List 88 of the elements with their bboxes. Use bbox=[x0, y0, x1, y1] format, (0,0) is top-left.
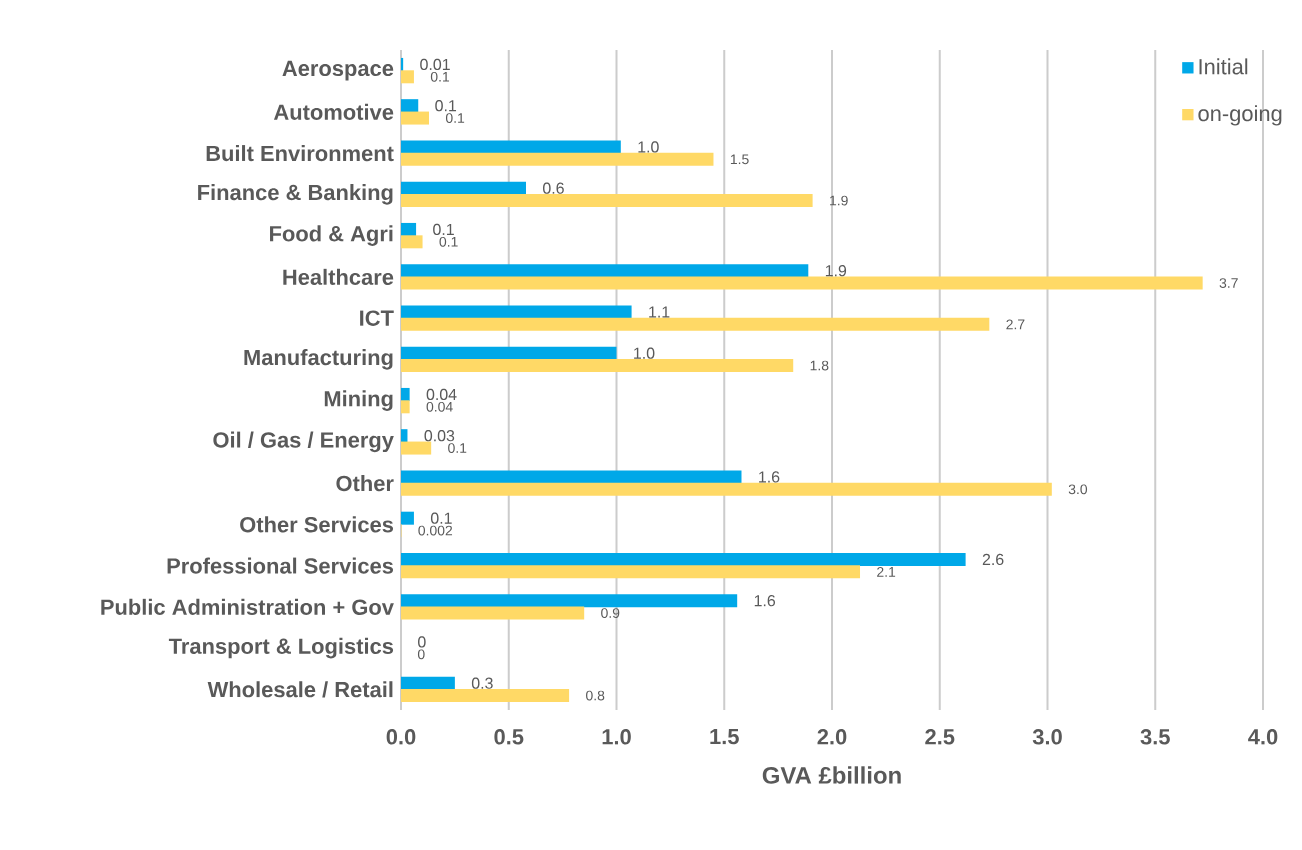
y-tick-label: Food & Agri bbox=[270, 225, 393, 246]
data-label: 0 bbox=[417, 649, 425, 660]
data-label: 0.3 bbox=[471, 677, 493, 689]
data-label: 0 bbox=[418, 636, 426, 648]
bar bbox=[401, 152, 714, 166]
data-label: 0.002 bbox=[418, 525, 453, 536]
y-tick-label: Other bbox=[336, 475, 394, 492]
bar bbox=[401, 441, 432, 455]
y-tick-label: Manufacturing bbox=[244, 349, 393, 370]
data-label: 2.7 bbox=[1006, 319, 1025, 330]
x-tick-label: 1.0 bbox=[602, 729, 631, 745]
data-label: 1.6 bbox=[754, 595, 776, 607]
data-label: 0.03 bbox=[424, 430, 455, 442]
bar bbox=[401, 111, 430, 125]
bar bbox=[401, 689, 570, 703]
bar bbox=[401, 387, 410, 401]
x-tick-label: 4.0 bbox=[1248, 729, 1278, 745]
data-label: 1.5 bbox=[730, 154, 749, 165]
x-tick-label: 3.0 bbox=[1032, 729, 1062, 745]
bar bbox=[401, 305, 632, 319]
bar bbox=[401, 346, 617, 360]
bar bbox=[401, 181, 526, 195]
bar bbox=[401, 676, 455, 690]
bar bbox=[401, 99, 419, 113]
x-tick-label: 0.5 bbox=[494, 729, 524, 745]
data-label: 1.6 bbox=[759, 471, 780, 483]
bar bbox=[401, 317, 990, 331]
bar bbox=[401, 400, 410, 414]
bar bbox=[401, 70, 414, 84]
y-tick-label: Healthcare bbox=[283, 268, 394, 285]
data-label: 0.1 bbox=[430, 512, 452, 524]
y-tick-label: Finance & Banking bbox=[198, 184, 393, 205]
bar bbox=[401, 276, 1203, 290]
y-tick-label: Built Environment bbox=[206, 145, 394, 162]
data-label: 1.0 bbox=[638, 141, 659, 153]
data-label: 0.1 bbox=[435, 100, 457, 112]
bar bbox=[401, 470, 742, 484]
y-tick-label: Aerospace bbox=[282, 60, 394, 81]
y-tick-label: Transport & Logistics bbox=[168, 637, 394, 659]
data-label: 1.9 bbox=[825, 265, 847, 277]
data-label: 0.1 bbox=[439, 236, 458, 247]
y-tick-label: Mining bbox=[324, 390, 393, 411]
bar bbox=[401, 429, 408, 443]
data-label: 2.1 bbox=[877, 566, 896, 577]
bar bbox=[401, 606, 585, 620]
bar bbox=[401, 359, 794, 373]
data-label: 1.8 bbox=[810, 360, 829, 371]
bar bbox=[401, 235, 423, 249]
x-tick-label: 1.5 bbox=[710, 729, 739, 745]
y-tick-label: Public Administration + Gov bbox=[101, 598, 394, 615]
x-tick-label: 2.5 bbox=[925, 729, 955, 745]
y-tick-label: Oil / Gas / Energy bbox=[213, 431, 394, 453]
bar bbox=[401, 565, 861, 579]
data-label: 0.9 bbox=[601, 608, 620, 618]
y-tick-label: ICT bbox=[360, 310, 394, 326]
x-tick-label: 3.5 bbox=[1140, 729, 1170, 745]
data-label: 0.04 bbox=[426, 401, 453, 412]
data-label: 1.1 bbox=[649, 306, 670, 318]
data-label: 0.1 bbox=[433, 223, 454, 236]
x-tick-label: 2.0 bbox=[817, 729, 847, 745]
data-label: 0.6 bbox=[543, 182, 564, 194]
data-label: 0.1 bbox=[448, 443, 467, 453]
data-label: 3.7 bbox=[1219, 278, 1238, 288]
bar bbox=[401, 194, 813, 208]
bar bbox=[401, 594, 738, 608]
bar bbox=[401, 140, 621, 154]
y-tick-label: Wholesale / Retail bbox=[207, 681, 393, 698]
data-label: 0.01 bbox=[420, 58, 450, 71]
y-tick-label: Automotive bbox=[273, 103, 394, 120]
data-label: 1.0 bbox=[634, 347, 655, 359]
bar bbox=[401, 552, 966, 566]
data-label: 0.1 bbox=[445, 113, 465, 123]
x-tick-label: 0.0 bbox=[386, 729, 416, 745]
x-axis-title: GVA £billion bbox=[762, 766, 901, 784]
legend-label: on-going bbox=[1198, 105, 1282, 126]
bar bbox=[401, 482, 1052, 496]
data-label: 2.6 bbox=[982, 553, 1004, 566]
y-tick-label: Professional Services bbox=[167, 557, 394, 574]
bar bbox=[401, 264, 809, 278]
data-label: 0.04 bbox=[426, 388, 457, 401]
legend-label: Initial bbox=[1199, 58, 1248, 75]
data-label: 3.0 bbox=[1068, 484, 1088, 495]
y-tick-label: Other Services bbox=[240, 516, 394, 533]
data-label: 0.8 bbox=[586, 690, 605, 701]
data-label: 1.9 bbox=[830, 195, 848, 206]
data-label: 0.1 bbox=[430, 71, 450, 82]
bar bbox=[401, 511, 414, 525]
bar bbox=[401, 222, 417, 236]
